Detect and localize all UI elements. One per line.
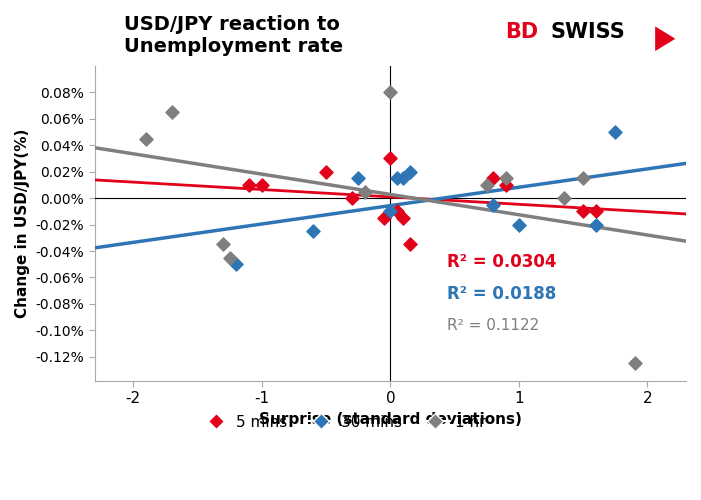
Point	[590, 208, 601, 216]
Point	[488, 174, 499, 182]
Point	[256, 181, 267, 189]
X-axis label: Surprise (standard deviations): Surprise (standard deviations)	[259, 412, 522, 426]
Legend: 5 mins, 30 mins, 1 hr: 5 mins, 30 mins, 1 hr	[195, 408, 491, 436]
Point	[224, 254, 236, 262]
Point	[217, 240, 229, 248]
Point	[385, 208, 396, 216]
Point	[513, 220, 524, 228]
Point	[629, 360, 640, 368]
Point	[308, 227, 319, 235]
Point	[385, 88, 396, 96]
Text: R² = 0.1122: R² = 0.1122	[447, 318, 539, 334]
Point	[359, 188, 370, 196]
Point	[243, 181, 254, 189]
Point	[391, 208, 402, 216]
Point	[558, 194, 569, 202]
Point	[385, 154, 396, 162]
Polygon shape	[655, 26, 675, 51]
Text: BD: BD	[505, 22, 538, 42]
Point	[166, 108, 177, 116]
Point	[397, 214, 409, 222]
Point	[404, 168, 415, 175]
Point	[578, 174, 589, 182]
Text: R² = 0.0304: R² = 0.0304	[447, 254, 556, 272]
Point	[610, 128, 621, 136]
Point	[391, 174, 402, 182]
Point	[404, 240, 415, 248]
Point	[140, 134, 151, 142]
Point	[481, 181, 492, 189]
Point	[320, 168, 332, 175]
Point	[346, 194, 358, 202]
Point	[353, 174, 364, 182]
Point	[590, 220, 601, 228]
Point	[501, 181, 512, 189]
Text: SWISS: SWISS	[551, 22, 626, 42]
Text: R² = 0.0188: R² = 0.0188	[447, 285, 556, 303]
Point	[379, 214, 390, 222]
Text: USD/JPY reaction to
Unemployment rate: USD/JPY reaction to Unemployment rate	[124, 15, 343, 56]
Point	[578, 208, 589, 216]
Point	[231, 260, 242, 268]
Y-axis label: Change in USD/JPY(%): Change in USD/JPY(%)	[15, 128, 30, 318]
Point	[397, 174, 409, 182]
Point	[501, 174, 512, 182]
Point	[488, 200, 499, 208]
